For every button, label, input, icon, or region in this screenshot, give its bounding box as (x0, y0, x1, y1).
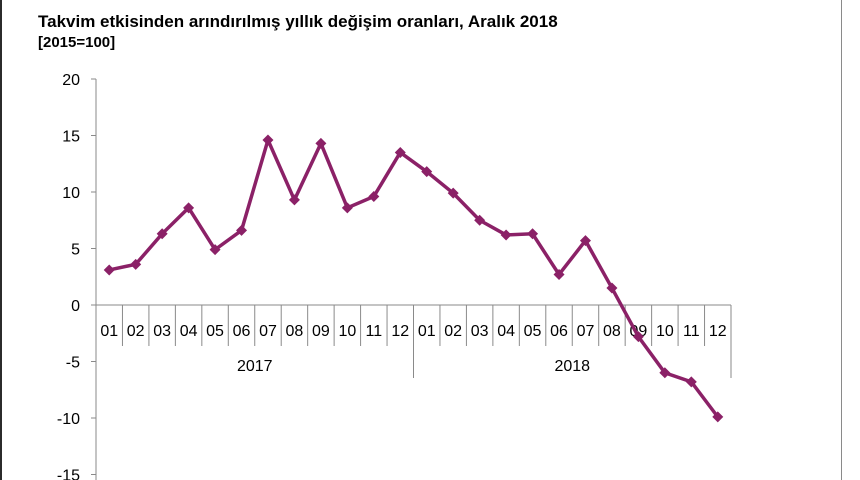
x-tick-label: 10 (338, 323, 356, 340)
data-point-marker (500, 229, 512, 241)
y-tick-label: -10 (57, 411, 80, 428)
data-point-marker (527, 228, 539, 240)
y-tick-label: 20 (62, 72, 80, 89)
x-tick-label: 12 (709, 323, 727, 340)
x-axis: 01 02 03 04 05 06 07 08 09 10 11 12 01 02 03 04 05 06 07 08… (95, 304, 732, 378)
x-tick-label: 11 (366, 323, 383, 340)
data-point-marker (474, 214, 486, 226)
x-group-label: 2017 (237, 358, 273, 375)
x-tick-label: 06 (550, 323, 568, 340)
series-group (103, 134, 724, 423)
x-tick-label: 04 (180, 323, 198, 340)
y-tick-label: 15 (62, 129, 80, 146)
data-point-marker (421, 166, 433, 178)
data-point-marker (368, 191, 380, 203)
x-tick-label: 08 (286, 323, 304, 340)
chart-title: Takvim etkisinden arındırılmış yıllık de… (38, 12, 558, 31)
data-point-marker (579, 235, 591, 247)
x-tick-label: 04 (497, 323, 515, 340)
x-group-label: 2018 (554, 358, 590, 375)
y-axis: 20 15 10 5 0 -5 -10 -15 (57, 72, 97, 480)
data-point-marker (659, 367, 671, 379)
y-tick-label: -15 (57, 468, 80, 480)
y-tick-label: 0 (71, 298, 80, 315)
x-tick-label: 12 (391, 323, 409, 340)
data-point-marker (712, 411, 724, 423)
x-tick-label: 02 (127, 323, 145, 340)
x-tick-label: 05 (524, 323, 542, 340)
data-point-marker (209, 244, 221, 256)
y-tick-label: 10 (62, 185, 80, 202)
x-tick-label: 08 (603, 323, 621, 340)
data-point-marker (103, 264, 115, 276)
x-tick-label: 01 (100, 323, 118, 340)
x-tick-label: 09 (312, 323, 330, 340)
frame-left-border (0, 0, 2, 480)
x-tick-label: 05 (206, 323, 224, 340)
data-point-marker (236, 224, 248, 236)
data-point-marker (394, 146, 406, 158)
y-tick-label: -5 (66, 355, 80, 372)
x-tick-label: 10 (656, 323, 674, 340)
x-tick-label: 07 (577, 323, 595, 340)
data-point-marker (685, 376, 697, 388)
x-tick-label: 03 (471, 323, 489, 340)
frame-right-border (841, 0, 842, 480)
data-point-marker (262, 134, 274, 146)
data-point-marker (315, 137, 327, 149)
data-point-marker (130, 258, 142, 270)
x-tick-label: 01 (418, 323, 436, 340)
chart-subtitle: [2015=100] (38, 34, 116, 51)
x-tick-label: 06 (233, 323, 251, 340)
x-tick-label: 03 (153, 323, 171, 340)
data-point-marker (632, 331, 644, 343)
data-point-marker (288, 194, 300, 206)
data-point-marker (183, 202, 195, 214)
data-point-marker (447, 187, 459, 199)
x-tick-label: 11 (683, 323, 700, 340)
data-point-marker (553, 268, 565, 280)
x-tick-label: 02 (444, 323, 462, 340)
data-point-marker (341, 202, 353, 214)
x-tick-label: 07 (259, 323, 277, 340)
series-line (108, 134, 720, 418)
data-point-marker (156, 228, 168, 240)
data-point-marker (606, 282, 618, 294)
y-tick-label: 5 (71, 242, 80, 259)
